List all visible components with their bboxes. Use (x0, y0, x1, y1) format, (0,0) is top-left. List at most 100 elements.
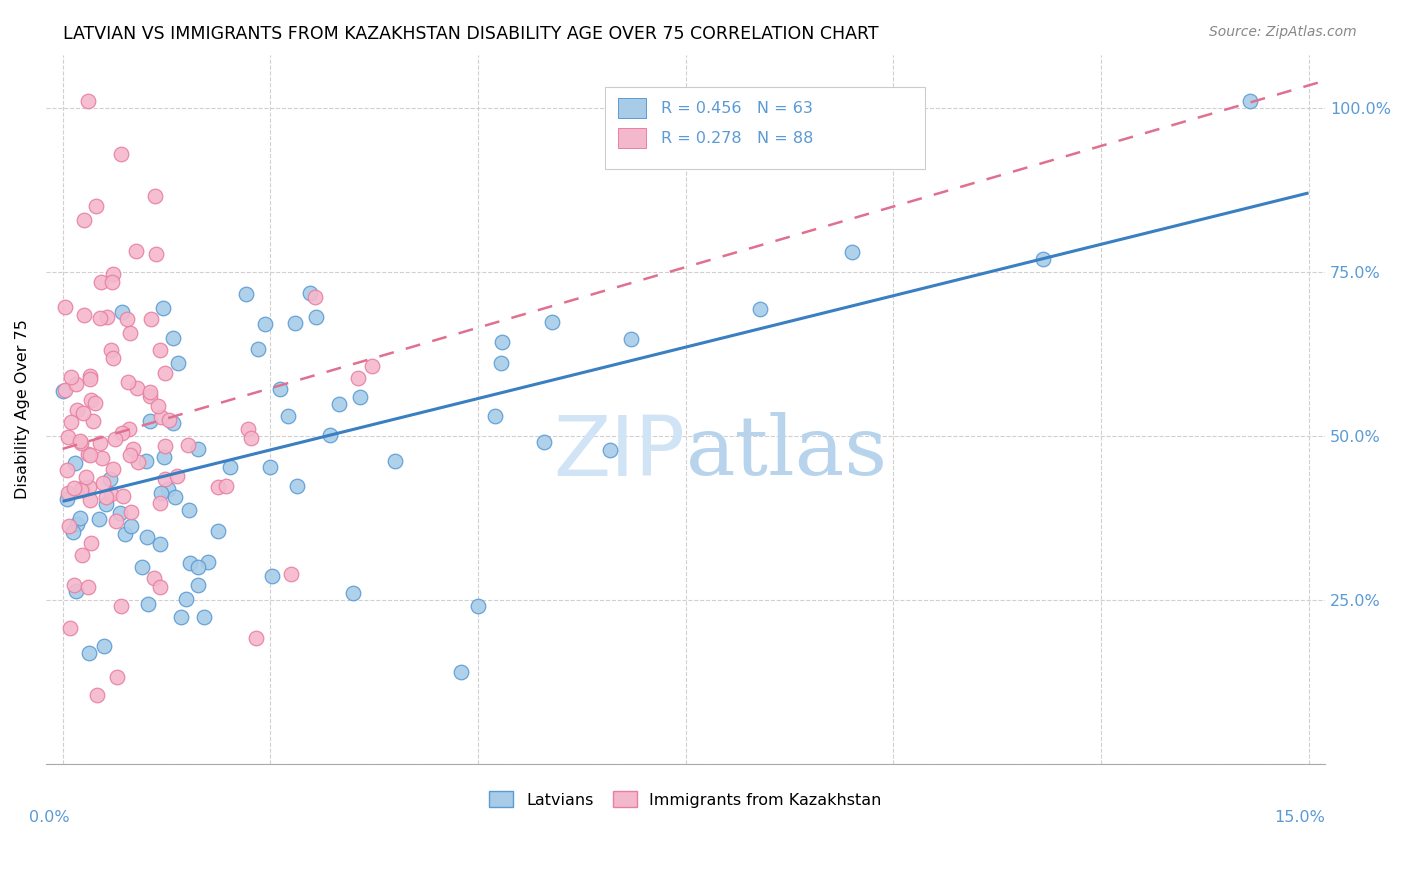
Point (77, 647, 100, 661)
Point (75, 469, 97, 483)
Point (69, 434, 91, 448)
Point (110, 146, 132, 161)
Point (219, 460, 242, 475)
Point (841, 245, 863, 260)
Point (90, 275, 112, 289)
Point (149, 343, 172, 357)
Point (79, 492, 101, 507)
Point (1239, 94, 1261, 108)
Point (489, 356, 512, 370)
Point (149, 537, 172, 551)
Point (149, 496, 172, 510)
Point (139, 312, 162, 326)
Point (153, 439, 176, 453)
Point (157, 482, 180, 496)
Point (100, 343, 122, 358)
Point (328, 397, 350, 411)
Point (89, 311, 111, 326)
Point (153, 366, 176, 380)
Point (179, 557, 201, 571)
Point (114, 527, 136, 541)
Legend: Latvians, Immigrants from Kazakhstan: Latvians, Immigrants from Kazakhstan (484, 785, 889, 814)
Point (153, 450, 176, 465)
Point (239, 431, 262, 445)
Text: atlas: atlas (686, 412, 887, 492)
Point (105, 515, 128, 529)
Point (207, 524, 229, 538)
Point (66, 517, 89, 532)
Point (153, 472, 176, 486)
Text: 0.0%: 0.0% (30, 810, 70, 825)
Point (84, 396, 107, 410)
Point (187, 577, 209, 591)
Point (59, 415, 82, 429)
Point (107, 670, 129, 684)
Point (120, 519, 142, 533)
Point (187, 442, 209, 456)
Point (135, 454, 157, 468)
Point (152, 301, 174, 315)
Point (304, 290, 326, 304)
Point (193, 610, 215, 624)
Point (277, 409, 299, 424)
Point (450, 665, 472, 679)
Point (207, 480, 229, 494)
Point (127, 455, 149, 469)
Point (110, 599, 132, 614)
Point (87, 511, 110, 525)
Point (319, 428, 342, 442)
Bar (617, 128, 645, 148)
Point (162, 331, 184, 345)
Text: 15.0%: 15.0% (1274, 810, 1324, 825)
Point (145, 247, 167, 261)
Point (70, 483, 93, 497)
Point (349, 391, 371, 405)
Point (96, 310, 118, 324)
Point (84, 199, 107, 213)
Point (56, 485, 79, 500)
Text: R = 0.456   N = 63: R = 0.456 N = 63 (661, 101, 813, 116)
Point (63, 481, 86, 495)
Point (89, 436, 111, 450)
Point (76, 94, 98, 108)
Point (247, 343, 270, 357)
Point (103, 267, 125, 281)
Point (125, 244, 148, 259)
Point (73, 308, 96, 322)
Point (749, 301, 772, 316)
Point (82, 414, 104, 428)
Point (143, 571, 166, 585)
Point (56, 491, 79, 506)
Point (62, 524, 84, 539)
Point (91, 451, 114, 466)
Point (620, 332, 643, 346)
Point (93, 475, 115, 490)
Point (540, 315, 562, 329)
Point (146, 399, 169, 413)
Point (108, 506, 131, 520)
Point (120, 326, 142, 341)
Point (131, 559, 153, 574)
Point (65, 583, 87, 598)
Point (136, 530, 159, 544)
Point (65, 376, 87, 391)
Point (73, 213, 96, 227)
Point (70, 436, 93, 450)
Point (80, 393, 103, 408)
Point (166, 469, 188, 483)
Text: LATVIAN VS IMMIGRANTS FROM KAZAKHSTAN DISABILITY AGE OVER 75 CORRELATION CHART: LATVIAN VS IMMIGRANTS FROM KAZAKHSTAN DI… (63, 25, 879, 43)
Point (361, 359, 384, 373)
Point (162, 416, 184, 430)
Point (235, 287, 257, 301)
Point (104, 432, 127, 446)
Point (80, 536, 103, 550)
Point (72, 406, 94, 420)
Point (94, 490, 117, 504)
Point (69, 511, 91, 525)
Point (53, 383, 76, 397)
Point (262, 569, 284, 583)
Point (52, 384, 75, 399)
Point (159, 413, 181, 427)
Point (149, 486, 172, 500)
Point (101, 351, 124, 366)
